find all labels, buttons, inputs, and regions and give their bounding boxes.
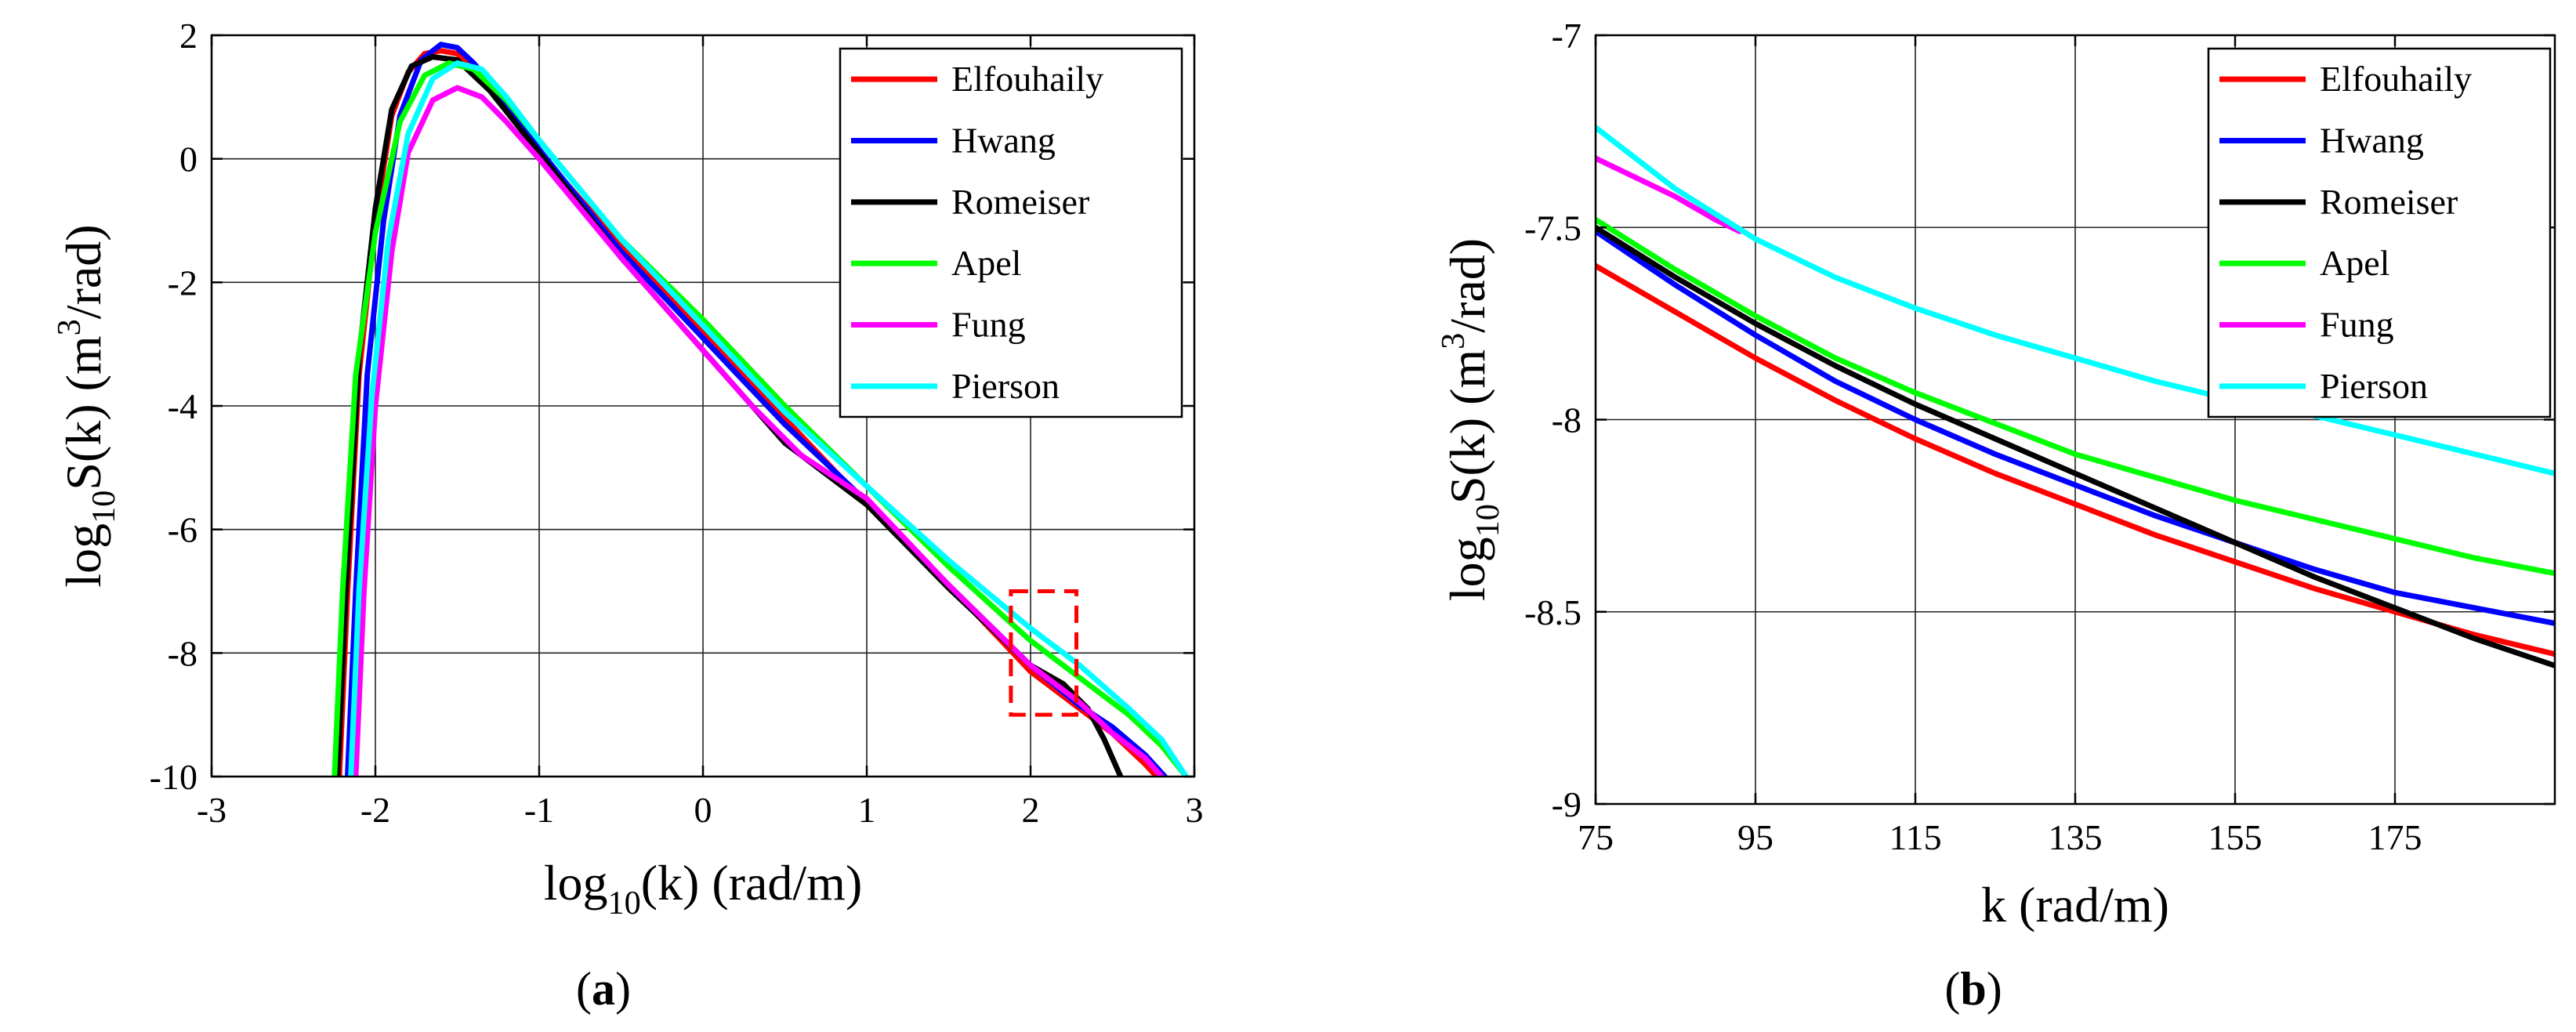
- x-tick-label: 2: [1022, 790, 1040, 830]
- x-tick-label: 0: [694, 790, 712, 830]
- x-tick-label: 95: [1737, 817, 1773, 857]
- legend-label-hwang: Hwang: [2320, 121, 2424, 161]
- legend-box: [839, 47, 1183, 418]
- panel-label-close: ): [615, 963, 631, 1015]
- x-tick-label: -1: [524, 790, 554, 830]
- series-line-fung: [353, 85, 1165, 777]
- series-line-apel: [1596, 216, 2555, 577]
- panel-label-letter: a: [592, 963, 615, 1015]
- y-axis-label: log10S(k) (m3/rad): [1435, 238, 1506, 601]
- series-group: [332, 42, 1189, 777]
- series-group: [1596, 125, 2555, 668]
- series-line-pierson: [348, 60, 1189, 777]
- y-axis-label-mid: S(k) (m: [1440, 349, 1495, 504]
- legend-box: [2207, 47, 2552, 418]
- y-axis-label-superscript: 3: [1435, 333, 1472, 349]
- y-axis-label-end: /rad): [56, 224, 111, 319]
- y-tick-label: -7: [1552, 16, 1581, 56]
- x-tick-label: -3: [197, 790, 226, 830]
- x-axis-label-base: log: [544, 855, 608, 911]
- y-tick-label: -2: [168, 263, 197, 302]
- y-tick-label: -8.5: [1524, 592, 1581, 632]
- legend-label-romeiser: Romeiser: [951, 182, 1089, 222]
- x-tick-label: 135: [2049, 817, 2103, 857]
- y-tick-label: 2: [179, 16, 197, 56]
- x-tick-label: 1: [858, 790, 876, 830]
- y-axis-label-mid: S(k) (m: [56, 335, 111, 490]
- legend-label-fung: Fung: [2320, 305, 2394, 345]
- y-axis-label-end: /rad): [1440, 238, 1495, 333]
- y-tick-label: -8: [168, 633, 197, 673]
- x-tick-label: 75: [1578, 817, 1614, 857]
- x-axis-label: log10(k) (rad/m): [544, 855, 863, 922]
- legend-label-fung: Fung: [951, 305, 1026, 345]
- x-axis-label-subscript: 10: [608, 885, 641, 922]
- y-axis-label-subscript: 10: [1469, 504, 1506, 537]
- legend: Elfouhaily Hwang Romeiser Apel Fung Pierson: [2207, 47, 2552, 418]
- x-axis-label-rest: (k) (rad/m): [641, 855, 863, 911]
- x-tick-label: 115: [1889, 817, 1941, 857]
- legend-label-pierson: Pierson: [2320, 366, 2428, 406]
- y-tick-label: -6: [168, 510, 197, 550]
- y-axis-label-superscript: 3: [51, 319, 88, 335]
- y-tick-label: -4: [168, 386, 197, 426]
- y-tick-label: -9: [1552, 784, 1581, 824]
- zoom-region-box: [1009, 589, 1079, 717]
- panel-label-letter: b: [1960, 963, 1986, 1015]
- x-tick-label: -2: [360, 790, 390, 830]
- y-tick-label: -8: [1552, 400, 1581, 440]
- x-tick-label: 175: [2368, 817, 2422, 857]
- legend-label-apel: Apel: [951, 243, 1021, 283]
- legend-label-elfouhaily: Elfouhaily: [951, 59, 1103, 99]
- panel-label-open: (: [1944, 963, 1960, 1015]
- y-axis-label-base: log: [1440, 537, 1495, 601]
- y-tick-label: -7.5: [1524, 208, 1581, 248]
- series-line-elfouhaily: [1596, 263, 2555, 657]
- x-tick-label: 155: [2208, 817, 2263, 857]
- panel-label-open: (: [576, 963, 592, 1015]
- legend: Elfouhaily Hwang Romeiser Apel Fung Pierson: [839, 47, 1183, 418]
- y-tick-label: 0: [179, 139, 197, 179]
- panel-label-close: ): [1987, 963, 2002, 1015]
- x-axis-label: k (rad/m): [1981, 877, 2169, 932]
- legend-label-romeiser: Romeiser: [2320, 182, 2458, 222]
- legend-label-pierson: Pierson: [951, 366, 1060, 406]
- series-line-pierson: [1596, 125, 2555, 476]
- y-axis-label-subscript: 10: [85, 491, 122, 523]
- legend-label-apel: Apel: [2320, 243, 2389, 283]
- series-line-fung: [1596, 155, 1743, 234]
- x-tick-label: 3: [1186, 790, 1204, 830]
- panel-label: (a): [576, 963, 631, 1015]
- chart-panel-b: 75 95 115 135 155 175 -9 -8.5 -8 -7.5 -7 k (rad/m) l…: [1435, 16, 2556, 1015]
- series-line-hwang: [1596, 228, 2555, 626]
- panel-label: (b): [1944, 963, 2002, 1015]
- y-axis-label-base: log: [56, 523, 111, 588]
- series-line-romeiser: [1596, 224, 2555, 668]
- legend-label-hwang: Hwang: [951, 121, 1056, 161]
- legend-label-elfouhaily: Elfouhaily: [2320, 59, 2472, 99]
- y-tick-label: -10: [150, 757, 197, 797]
- y-axis-label: log10S(k) (m3/rad): [51, 224, 122, 587]
